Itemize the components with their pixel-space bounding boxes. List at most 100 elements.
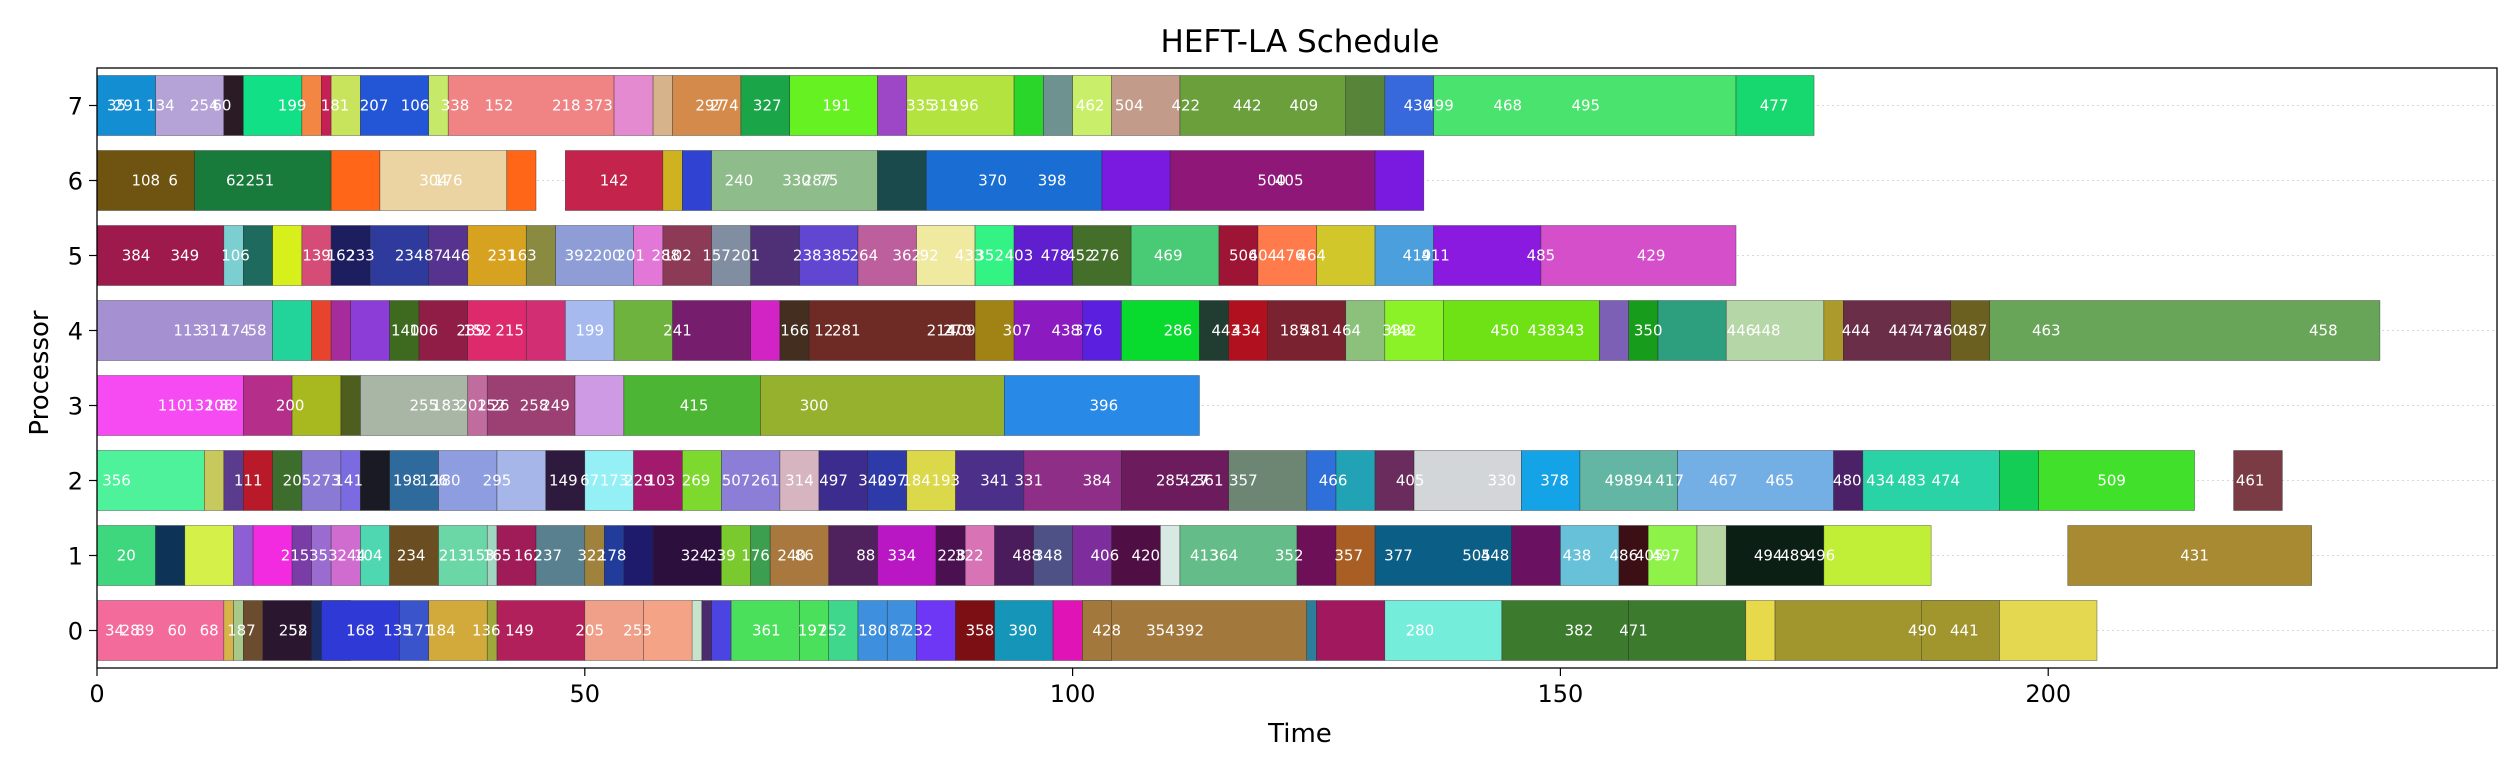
task-label: 476 [1276,247,1305,265]
task-bar [1501,600,1630,661]
task-label: 448 [1481,547,1510,565]
task-bar [1052,600,1083,661]
task-bar [369,225,430,286]
task-bar [2038,450,2195,511]
task-label: 184 [427,622,456,640]
task-bar [623,525,654,586]
task-label: 106 [221,247,250,265]
task-label: 180 [858,622,887,640]
task-label: 330 [782,172,811,190]
task-label: 356 [102,472,131,490]
task-bar [155,525,186,586]
task-bar [916,600,956,661]
task-label: 382 [1565,622,1594,640]
task-label: 409 [947,322,976,340]
task-bar [438,525,488,586]
task-label: 231 [488,247,517,265]
task-bar [311,600,322,661]
task-label: 444 [1842,322,1871,340]
task-label: 349 [170,247,199,265]
task-label: 273 [312,472,341,490]
task-bar [867,450,908,511]
task-bar [1657,300,1727,361]
task-label: 239 [707,547,736,565]
task-bar [350,300,390,361]
task-bar [828,525,878,586]
task-label: 327 [753,97,782,115]
task-bar [496,525,537,586]
task-label: 240 [725,172,754,190]
task-bar [96,300,273,361]
task-label: 244 [337,547,366,565]
task-label: 249 [541,397,570,415]
task-label: 269 [682,472,711,490]
task-label: 207 [360,97,389,115]
x-axis: 0 50 100 150 200 [89,668,2071,708]
task-bar [1306,600,1317,661]
task-label: 348 [1034,547,1063,565]
task-label: 228 [937,547,966,565]
task-bar [1267,300,1347,361]
task-label: 106 [401,97,430,115]
task-label: 314 [785,472,814,490]
task-bar [799,225,859,286]
task-label: 422 [1171,97,1200,115]
task-bar [1228,300,1269,361]
task-label: 404 [1249,247,1278,265]
task-bar [1725,300,1825,361]
task-label: 438 [1563,547,1592,565]
task-label: 237 [533,547,562,565]
task-bar [1374,225,1434,286]
chart-title: HEFT-LA Schedule [1161,24,1440,60]
task-bar [721,525,751,586]
task-bar [1335,450,1376,511]
x-tick-label: 200 [2025,680,2071,708]
task-label: 507 [722,472,751,490]
task-bar [974,300,1015,361]
task-label: 442 [1233,97,1262,115]
task-label: 450 [1490,322,1519,340]
task-bar [808,300,976,361]
task-label: 252 [818,622,847,640]
task-label: 319 [930,97,959,115]
task-label: 214 [927,322,956,340]
task-bar [243,225,273,286]
task-bar [555,225,634,286]
task-label: 281 [832,322,861,340]
task-label: 234 [395,247,424,265]
task-bar [1296,525,1337,586]
task-label: 152 [477,397,506,415]
task-label: 465 [1766,472,1795,490]
task-bar [1989,300,2381,361]
task-bar [1111,525,1161,586]
task-label: 162 [327,247,356,265]
y-axis-label: Processor [25,310,55,436]
task-label: 481 [1301,322,1330,340]
task-bar [262,600,312,661]
task-label: 197 [798,622,827,640]
task-label: 274 [710,97,739,115]
task-bar [779,300,810,361]
task-label: 106 [410,322,439,340]
task-bar [1677,450,1834,511]
task-label: 149 [549,472,578,490]
task-bar [1072,525,1112,586]
task-label: 297 [878,472,907,490]
task-bar [1999,600,2098,661]
task-bar [311,300,332,361]
task-label: 471 [1619,622,1648,640]
task-label: 201 [731,247,760,265]
task-label: 490 [1908,622,1937,640]
task-bar [340,375,361,436]
task-bar [1823,525,1932,586]
task-bar [360,75,430,136]
task-bar [672,75,742,136]
task-label: 152 [485,97,514,115]
task-label: 438 [1528,322,1557,340]
y-tick-label: 0 [68,618,83,646]
task-label: 199 [575,322,604,340]
task-bar [291,375,342,436]
task-bar [1082,600,1112,661]
task-bar [613,75,654,136]
task-label: 464 [1332,322,1361,340]
